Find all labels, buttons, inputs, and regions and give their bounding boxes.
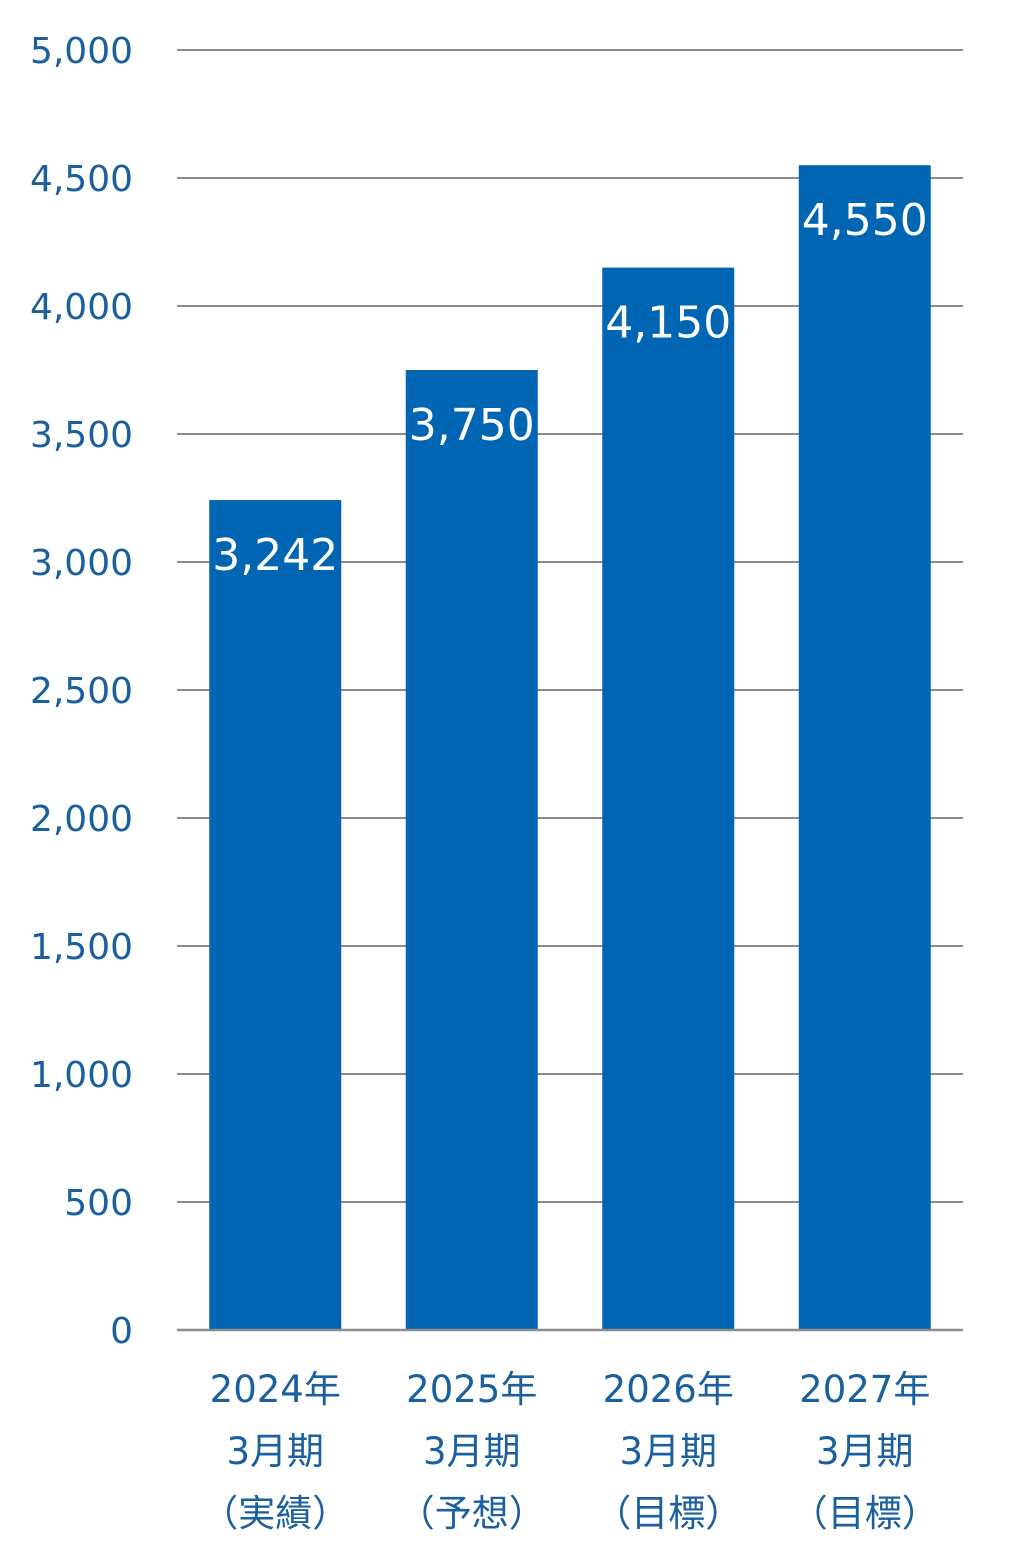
data-label: 4,150 <box>605 298 731 349</box>
x-tick-label: （目標） <box>594 1492 742 1535</box>
x-tick-label: 2026年 <box>603 1368 734 1411</box>
x-tick-label: 3月期 <box>816 1430 914 1473</box>
y-tick-label: 4,000 <box>30 287 133 328</box>
x-tick-label: 3月期 <box>423 1430 521 1473</box>
x-tick-label: 2027年 <box>799 1368 930 1411</box>
data-label: 4,550 <box>802 195 928 246</box>
bar <box>405 370 538 1330</box>
y-tick-label: 0 <box>110 1311 133 1352</box>
x-axis-tick-labels: 2024年 3月期 （実績） 2025年 3月期 （予想） 2026年 3月期 （目標） 2027… <box>201 1368 939 1535</box>
y-tick-label: 3,500 <box>30 415 133 456</box>
y-tick-label: 2,500 <box>30 671 133 712</box>
bars <box>209 165 931 1331</box>
y-tick-label: 2,000 <box>30 799 133 840</box>
y-tick-label: 500 <box>64 1183 133 1224</box>
x-tick-label: 3月期 <box>226 1430 324 1473</box>
data-labels: 3,242 3,750 4,150 4,550 <box>212 195 927 581</box>
y-tick-label: 1,000 <box>30 1055 133 1096</box>
data-label: 3,750 <box>409 400 535 451</box>
y-tick-label: 3,000 <box>30 543 133 584</box>
x-tick-label: 2024年 <box>210 1368 341 1411</box>
x-tick-label: （予想） <box>398 1492 546 1535</box>
y-tick-label: 4,500 <box>30 159 133 200</box>
y-tick-label: 1,500 <box>30 927 133 968</box>
bar <box>602 267 735 1331</box>
y-axis-tick-labels: 0 500 1,000 1,500 2,000 2,500 3,000 3,500 4,000 4… <box>30 31 133 1352</box>
y-tick-label: 5,000 <box>30 31 133 72</box>
x-tick-label: （目標） <box>791 1492 939 1535</box>
x-tick-label: （実績） <box>201 1492 349 1535</box>
x-tick-label: 3月期 <box>619 1430 717 1473</box>
bar <box>798 165 931 1331</box>
bar <box>209 500 342 1331</box>
x-tick-label: 2025年 <box>406 1368 537 1411</box>
data-label: 3,242 <box>212 530 338 581</box>
